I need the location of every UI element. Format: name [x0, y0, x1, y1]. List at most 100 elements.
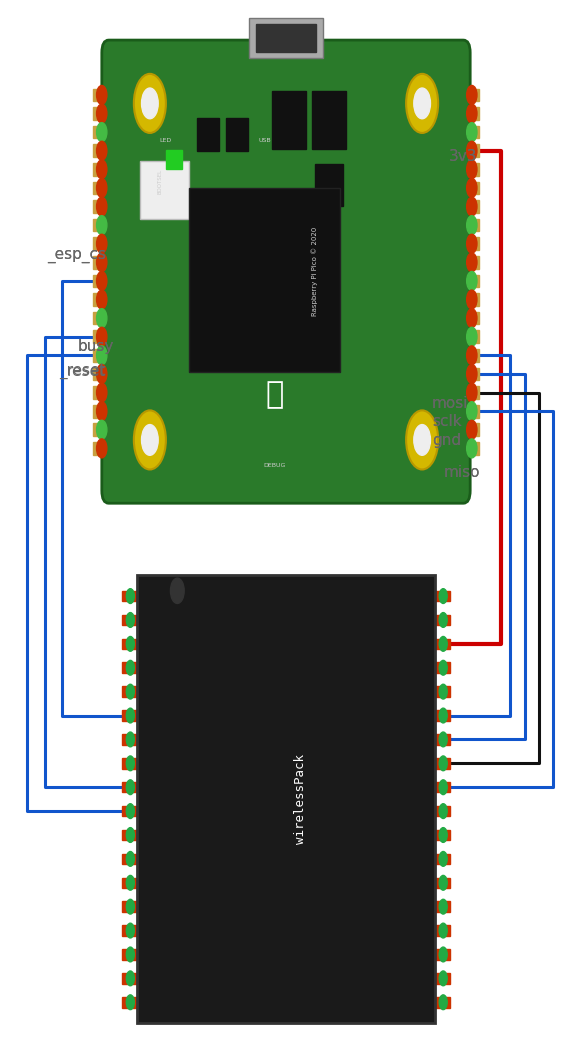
Bar [122, 687, 137, 697]
Circle shape [467, 160, 477, 179]
Text: miso: miso [443, 465, 480, 480]
Bar [122, 734, 137, 745]
Bar [435, 759, 450, 769]
Circle shape [467, 197, 477, 216]
Circle shape [467, 327, 477, 346]
Bar [435, 829, 450, 840]
Text: busy: busy [78, 339, 114, 353]
Circle shape [126, 923, 134, 938]
Circle shape [467, 122, 477, 141]
Circle shape [97, 364, 107, 383]
Circle shape [126, 636, 134, 651]
Bar [435, 925, 450, 936]
Circle shape [97, 420, 107, 439]
Text: USB: USB [259, 138, 271, 143]
Circle shape [467, 178, 477, 197]
Text: wirelessPack: wirelessPack [295, 754, 307, 844]
Circle shape [439, 947, 447, 962]
Circle shape [97, 215, 107, 234]
Bar [197, 117, 219, 151]
Bar [463, 293, 479, 306]
Circle shape [97, 122, 107, 141]
Circle shape [97, 141, 107, 160]
Circle shape [439, 589, 447, 603]
Circle shape [134, 410, 166, 469]
Circle shape [439, 660, 447, 675]
Text: DEBUG: DEBUG [263, 463, 286, 468]
Bar [463, 330, 479, 343]
Circle shape [97, 402, 107, 421]
Bar [463, 256, 479, 269]
Circle shape [467, 439, 477, 458]
Bar [435, 853, 450, 864]
Bar [93, 312, 109, 325]
Circle shape [467, 271, 477, 290]
Bar [463, 145, 479, 157]
Circle shape [126, 851, 134, 866]
Text: reset: reset [67, 364, 106, 379]
Bar [122, 759, 137, 769]
Circle shape [439, 995, 447, 1010]
Bar [122, 829, 137, 840]
Circle shape [126, 685, 134, 699]
Circle shape [467, 364, 477, 383]
Bar [256, 24, 316, 52]
Circle shape [439, 971, 447, 985]
Bar [122, 973, 137, 983]
Circle shape [126, 876, 134, 890]
Circle shape [406, 74, 438, 133]
Circle shape [467, 85, 477, 104]
Circle shape [134, 74, 166, 133]
Bar [435, 950, 450, 960]
Circle shape [439, 851, 447, 866]
Circle shape [126, 995, 134, 1010]
Text: sclk: sclk [432, 415, 462, 429]
Circle shape [439, 756, 447, 771]
Circle shape [467, 383, 477, 402]
Bar [189, 188, 340, 372]
Text: Raspberry Pi Pico © 2020: Raspberry Pi Pico © 2020 [311, 227, 318, 316]
Bar [226, 117, 248, 151]
Bar [463, 164, 479, 176]
Circle shape [406, 410, 438, 469]
Circle shape [467, 141, 477, 160]
Circle shape [97, 197, 107, 216]
Circle shape [467, 253, 477, 272]
Bar [122, 710, 137, 721]
Circle shape [467, 215, 477, 234]
Bar [435, 997, 450, 1008]
Bar [122, 950, 137, 960]
Bar [93, 293, 109, 306]
Bar [122, 925, 137, 936]
Bar [122, 663, 137, 673]
Circle shape [97, 383, 107, 402]
Circle shape [126, 899, 134, 914]
Bar [463, 405, 479, 418]
Text: BOOTSEL: BOOTSEL [158, 170, 162, 194]
Circle shape [97, 253, 107, 272]
Circle shape [97, 178, 107, 197]
Text: 3v3: 3v3 [449, 149, 478, 164]
Circle shape [97, 309, 107, 328]
Bar [463, 349, 479, 362]
Text: LED: LED [160, 138, 172, 143]
Circle shape [97, 271, 107, 290]
Bar [122, 878, 137, 888]
Circle shape [439, 827, 447, 842]
Circle shape [126, 827, 134, 842]
Bar [435, 663, 450, 673]
Bar [312, 91, 346, 149]
Circle shape [126, 756, 134, 771]
Bar [137, 575, 435, 1023]
Circle shape [97, 104, 107, 123]
Circle shape [467, 290, 477, 309]
Bar [463, 237, 479, 250]
Circle shape [97, 439, 107, 458]
Bar [435, 591, 450, 601]
Bar [93, 367, 109, 380]
Bar [93, 218, 109, 231]
Bar [93, 274, 109, 287]
Circle shape [467, 420, 477, 439]
Bar [93, 200, 109, 213]
Circle shape [126, 660, 134, 675]
